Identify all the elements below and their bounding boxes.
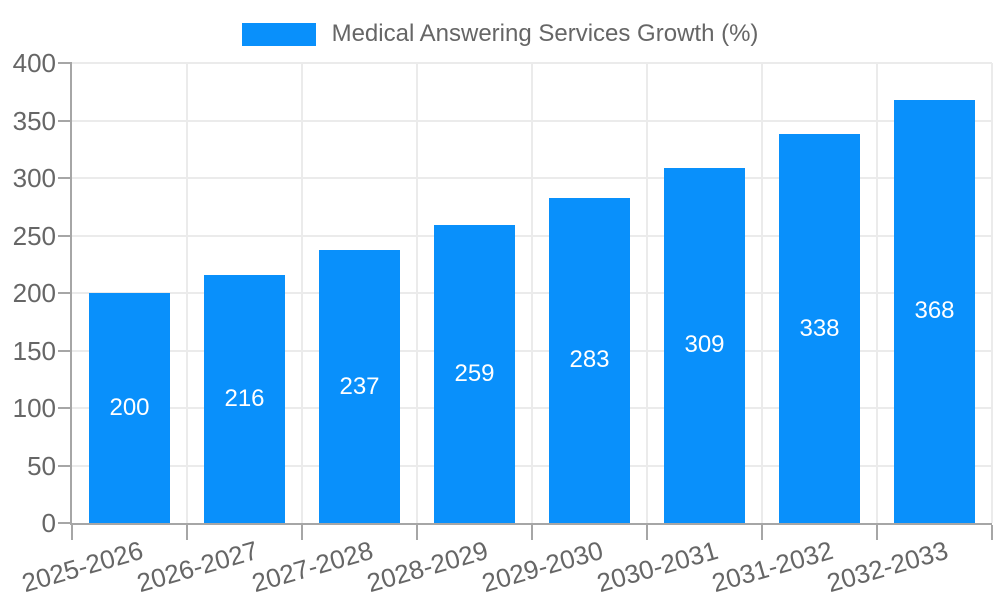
bar-2028-2029[interactable]: 259 xyxy=(434,225,515,523)
x-tick-mark xyxy=(761,525,763,540)
bar-2027-2028[interactable]: 237 xyxy=(319,250,400,523)
bar-value-label: 368 xyxy=(914,297,955,325)
x-tick-label: 2032-2033 xyxy=(822,535,951,599)
v-gridline xyxy=(761,63,763,523)
x-tick-mark xyxy=(301,525,303,540)
x-tick-label: 2025-2026 xyxy=(17,535,146,599)
y-tick-mark xyxy=(58,292,72,294)
v-gridline xyxy=(531,63,533,523)
v-gridline xyxy=(186,63,188,523)
y-tick-mark xyxy=(58,234,72,237)
bar-value-label: 237 xyxy=(339,372,380,400)
x-tick-label: 2027-2028 xyxy=(247,535,376,599)
x-tick-mark xyxy=(991,525,993,540)
x-tick-mark xyxy=(876,525,878,540)
bar-2029-2030[interactable]: 283 xyxy=(549,197,630,523)
x-tick-mark xyxy=(646,525,648,540)
x-tick-label: 2029-2030 xyxy=(477,535,606,599)
y-tick-label: 200 xyxy=(12,278,56,308)
bar-value-label: 259 xyxy=(454,360,495,388)
y-tick-label: 50 xyxy=(27,450,56,481)
bar-value-label: 283 xyxy=(569,346,610,374)
x-tick-label: 2031-2032 xyxy=(707,535,836,599)
bar-value-label: 216 xyxy=(224,384,265,412)
y-tick-label: 400 xyxy=(12,48,56,78)
y-tick-mark xyxy=(58,62,72,64)
v-gridline xyxy=(646,63,648,523)
bar-value-label: 200 xyxy=(109,394,150,421)
v-gridline xyxy=(301,63,303,523)
x-tick-label: 2026-2027 xyxy=(132,535,261,599)
bar-2032-2033[interactable]: 368 xyxy=(894,99,975,523)
bar-2030-2031[interactable]: 309 xyxy=(664,167,745,523)
x-tick-mark xyxy=(186,525,188,540)
y-tick-label: 300 xyxy=(12,163,56,193)
y-tick-label: 350 xyxy=(12,105,56,136)
v-gridline xyxy=(416,63,418,523)
v-gridline xyxy=(991,63,993,523)
y-tick-mark xyxy=(58,119,72,122)
x-tick-label: 2030-2031 xyxy=(592,535,721,599)
bar-value-label: 338 xyxy=(799,314,840,342)
legend-swatch[interactable] xyxy=(241,22,316,46)
bar-value-label: 309 xyxy=(684,331,725,359)
y-tick-mark xyxy=(58,464,72,467)
x-tick-label: 2028-2029 xyxy=(362,535,491,599)
y-tick-label: 100 xyxy=(12,393,56,423)
y-tick-label: 0 xyxy=(41,508,56,538)
y-tick-mark xyxy=(58,177,72,179)
y-tick-mark xyxy=(58,522,72,524)
legend-label: Medical Answering Services Growth (%) xyxy=(331,20,759,47)
x-tick-mark xyxy=(71,525,73,540)
plot-area: 200 216 237 259 283 309 338 368 xyxy=(70,62,993,525)
bar-2031-2032[interactable]: 338 xyxy=(779,134,860,523)
x-tick-mark xyxy=(531,525,533,540)
bar-2026-2027[interactable]: 216 xyxy=(204,274,285,523)
y-tick-label: 250 xyxy=(12,220,56,251)
y-tick-mark xyxy=(58,407,72,409)
v-gridline xyxy=(876,63,878,523)
y-tick-label: 150 xyxy=(12,335,56,366)
y-tick-mark xyxy=(58,349,72,352)
bar-2025-2026[interactable]: 200 xyxy=(89,293,170,523)
legend[interactable]: Medical Answering Services Growth (%) xyxy=(0,20,1000,48)
x-tick-mark xyxy=(416,525,418,540)
